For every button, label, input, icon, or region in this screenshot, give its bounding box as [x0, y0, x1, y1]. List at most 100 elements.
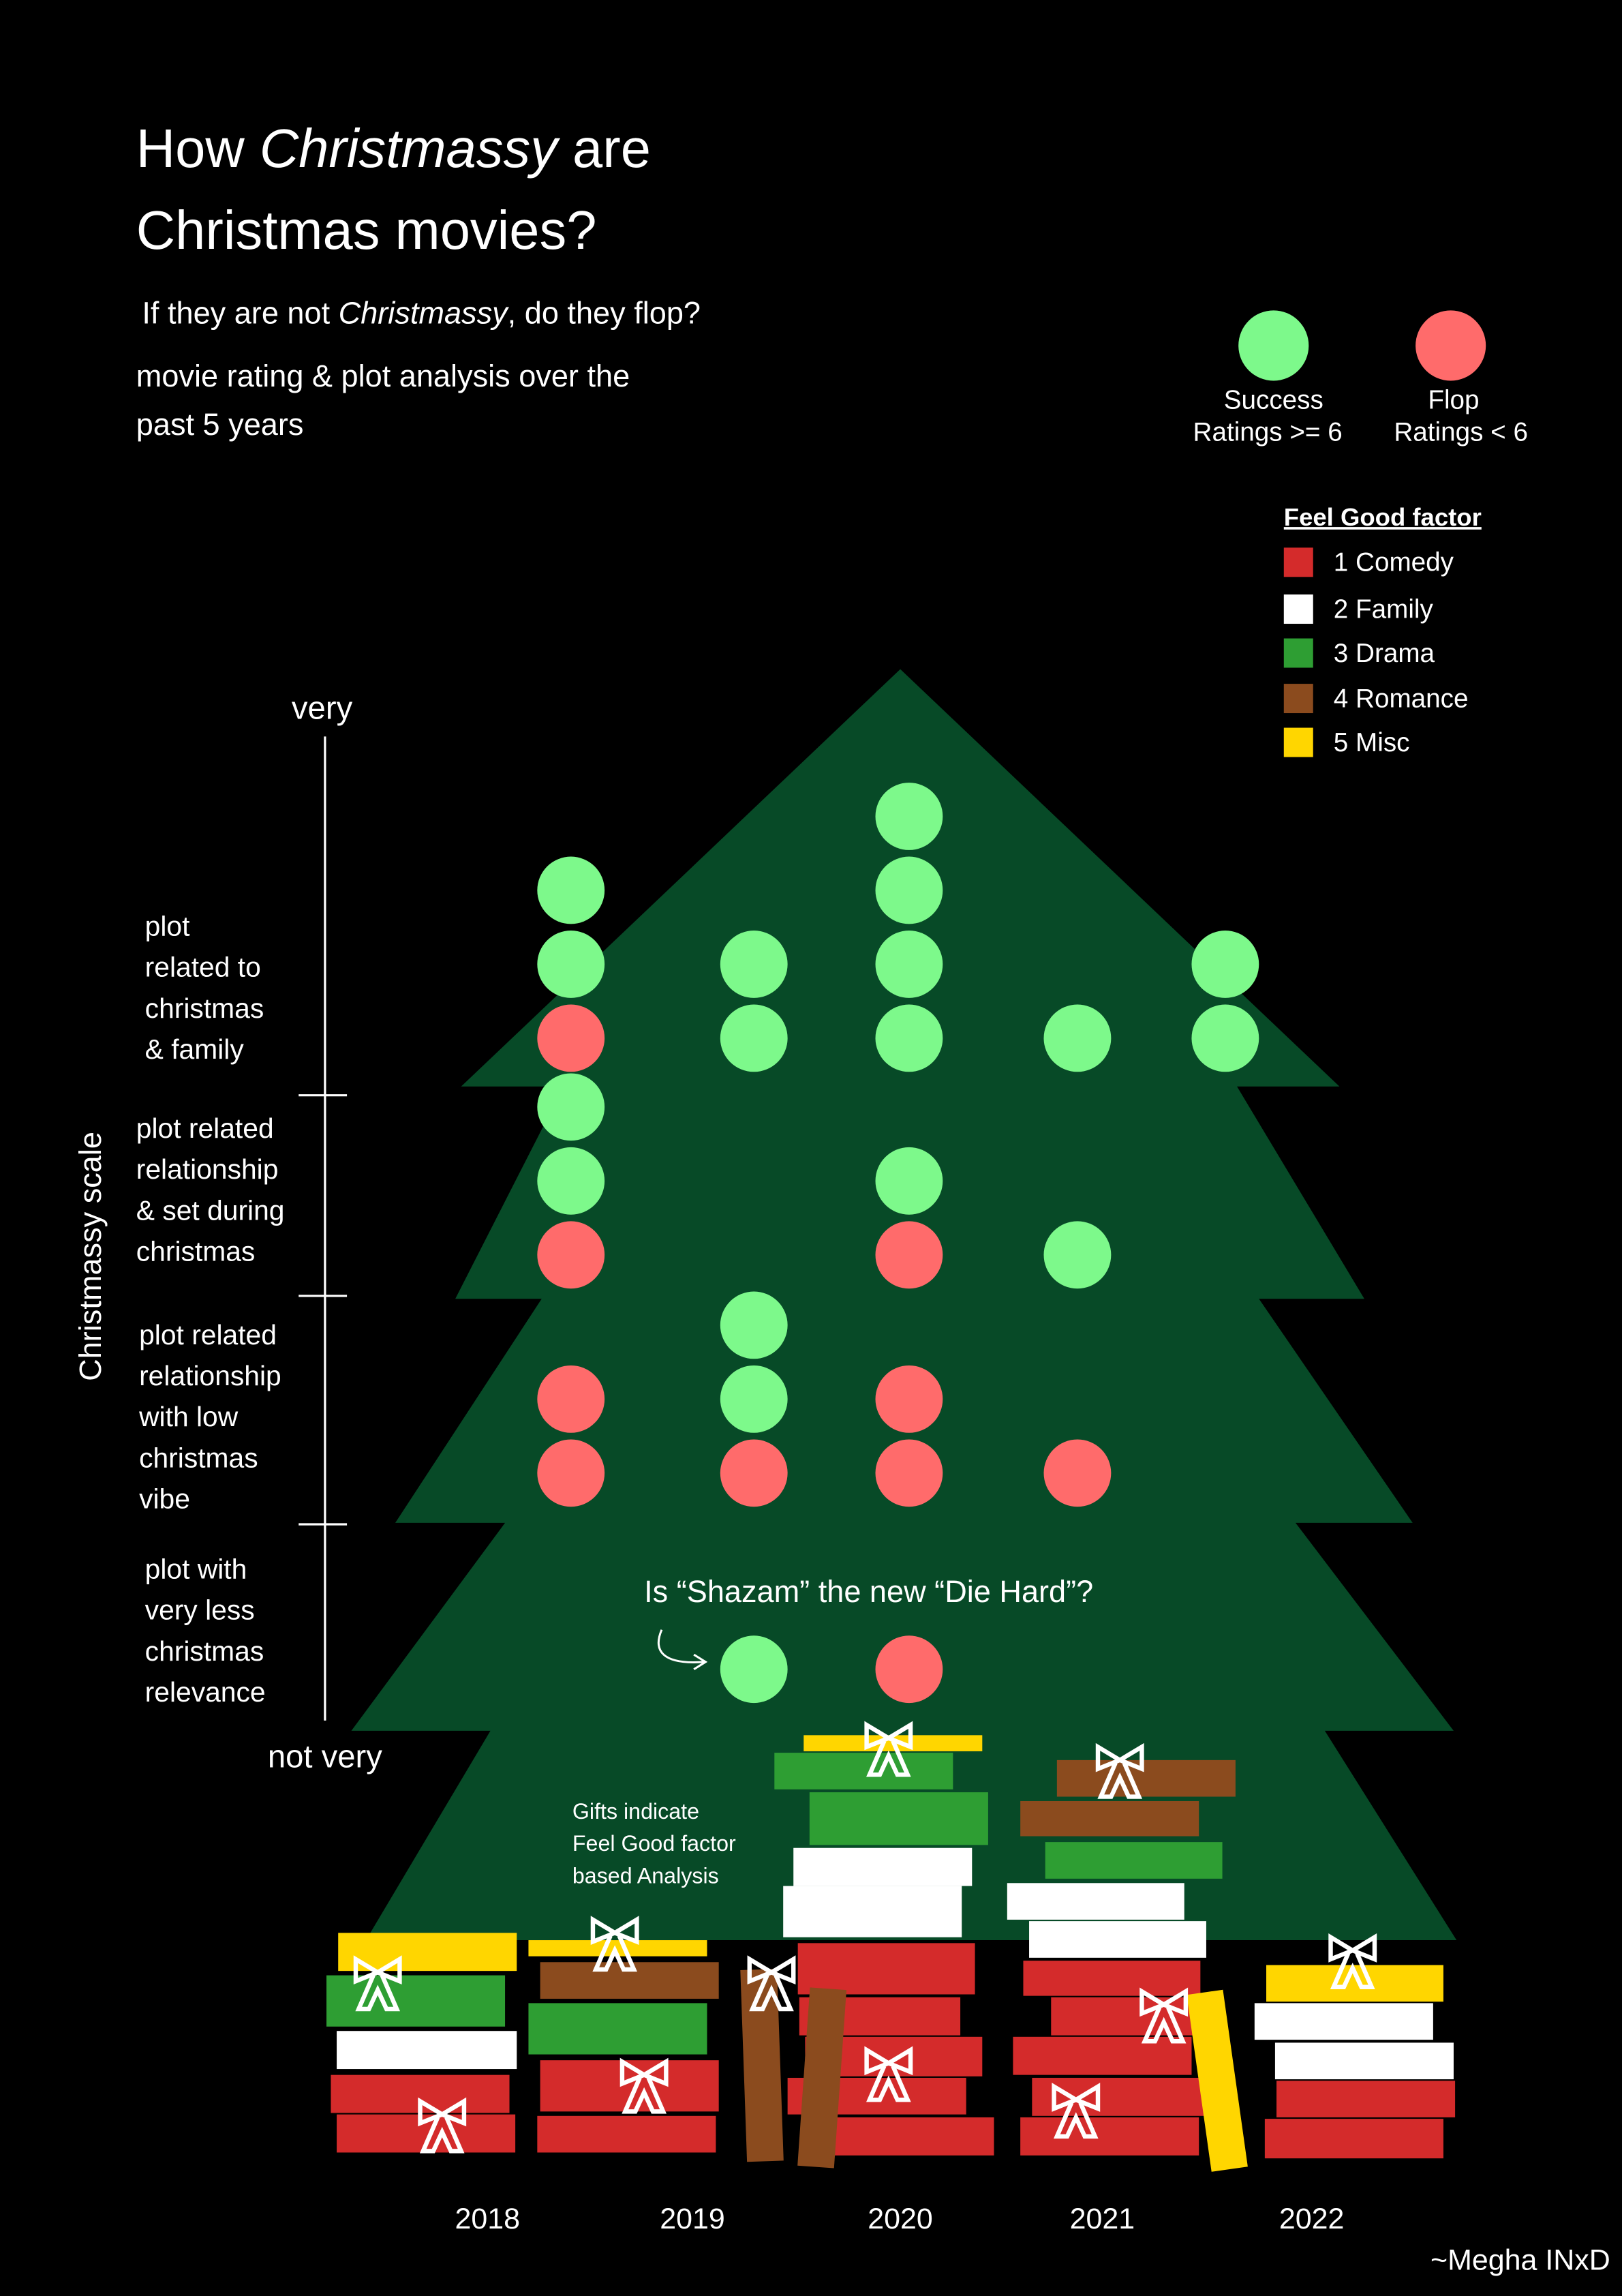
gift-box — [774, 1753, 953, 1789]
category-1-line: related to — [145, 952, 261, 983]
flop-dot — [537, 1221, 605, 1289]
gift-box — [797, 1943, 975, 1995]
category-2-line: christmas — [136, 1235, 256, 1267]
author-credit: ~Megha INxD — [1430, 2244, 1610, 2276]
year-label-2022: 2022 — [1279, 2203, 1345, 2235]
feel-good-legend: Feel Good factor 1 Comedy 2 Family 3 Dra… — [1283, 503, 1482, 757]
success-dot — [1043, 1221, 1112, 1289]
category-2-line: relationship — [136, 1153, 279, 1185]
legend-swatch-comedy — [1283, 547, 1313, 577]
flop-dot — [720, 1439, 788, 1507]
category-3-line: vibe — [139, 1483, 190, 1514]
gift-box — [1020, 2117, 1199, 2156]
movie-dots — [537, 783, 1259, 1704]
title-line-2: Christmas movies? — [136, 200, 597, 260]
category-labels: plot related to christmas & family plot … — [136, 911, 285, 1708]
gift-note-line-2: Feel Good factor — [572, 1831, 736, 1856]
legend-flop-label: Flop — [1428, 385, 1479, 414]
gift-box — [1045, 1842, 1223, 1879]
feel-good-title: Feel Good factor — [1284, 503, 1482, 531]
axis-top-label: very — [292, 691, 353, 727]
success-dot — [1191, 931, 1259, 998]
legend-flop-dot — [1416, 310, 1486, 381]
success-dot — [537, 856, 605, 924]
gift-box — [1007, 1883, 1184, 1920]
success-dot — [537, 1073, 605, 1141]
success-dot — [720, 1635, 788, 1704]
subtitle-post: , do they flop? — [508, 296, 701, 331]
legend-num-5: 5 — [1334, 728, 1349, 757]
category-3-line: christmas — [139, 1442, 258, 1473]
legend-label-family: Family — [1356, 594, 1433, 624]
y-axis-title: Christmassy scale — [73, 1132, 108, 1381]
category-4-line: plot with — [145, 1554, 247, 1585]
success-dot — [720, 1004, 788, 1072]
category-4-line: relevance — [145, 1676, 266, 1708]
category-1-line: & family — [145, 1033, 245, 1065]
legend-label-drama: Drama — [1356, 639, 1435, 668]
flop-dot — [875, 1635, 943, 1704]
success-dot — [720, 1365, 788, 1433]
success-dot — [720, 1291, 788, 1359]
gift-box — [1013, 2036, 1192, 2075]
gift-box — [1264, 2119, 1443, 2159]
axis-bottom-label: not very — [268, 1739, 382, 1775]
gift-note-line-1: Gifts indicate — [572, 1799, 699, 1824]
description-line-2: past 5 years — [136, 407, 304, 442]
legend-num-3: 3 — [1334, 639, 1349, 668]
gift-box — [1032, 2077, 1210, 2116]
flop-dot — [875, 1439, 943, 1507]
gift-box — [809, 1792, 988, 1845]
outcome-legend: Success Ratings >= 6 Flop Ratings < 6 — [1193, 310, 1528, 447]
legend-success-label: Success — [1224, 385, 1323, 414]
success-dot — [875, 856, 943, 924]
year-label-2020: 2020 — [868, 2203, 933, 2235]
title-post: are — [557, 118, 651, 179]
success-dot — [1191, 1004, 1259, 1072]
title-pre: How — [136, 118, 260, 179]
gift-box — [326, 1975, 506, 2027]
success-dot — [720, 931, 788, 998]
legend-swatch-family — [1283, 594, 1313, 624]
success-dot — [875, 1004, 943, 1072]
legend-num-2: 2 — [1334, 594, 1349, 624]
title-emphasis: Christmassy — [260, 118, 560, 179]
gift-stacks — [326, 1735, 1456, 2172]
gift-note-line-3: based Analysis — [572, 1863, 719, 1888]
gift-box — [1254, 2003, 1433, 2040]
description-line-1: movie rating & plot analysis over the — [136, 359, 630, 393]
gift-box — [1020, 1800, 1199, 1837]
legend-flop-rule: Ratings < 6 — [1394, 418, 1528, 447]
category-3-line: with low — [138, 1401, 239, 1432]
legend-swatch-romance — [1283, 684, 1313, 714]
legend-success-rule: Ratings >= 6 — [1193, 418, 1343, 447]
category-1-line: christmas — [145, 993, 264, 1024]
gift-box — [1187, 1989, 1248, 2172]
flop-dot — [537, 1004, 605, 1072]
success-dot — [875, 1147, 943, 1215]
legend-num-1: 1 — [1334, 548, 1349, 577]
legend-swatch-misc — [1283, 727, 1313, 757]
gift-box — [793, 1847, 973, 1886]
success-dot — [1043, 1004, 1112, 1072]
subtitle: If they are not Christmassy, do they flo… — [142, 296, 701, 331]
subtitle-pre: If they are not — [142, 296, 338, 331]
flop-dot — [537, 1365, 605, 1433]
gift-box — [528, 1940, 707, 1957]
gift-box — [783, 1886, 962, 1937]
legend-label-romance: Romance — [1356, 684, 1468, 713]
flop-dot — [537, 1439, 605, 1507]
category-3-line: relationship — [139, 1360, 281, 1391]
gift-box — [1029, 1921, 1206, 1958]
gift-box — [537, 2115, 716, 2153]
flop-dot — [875, 1365, 943, 1433]
gift-box — [1274, 2042, 1454, 2080]
christmas-tree — [351, 669, 1457, 1941]
category-1-line: plot — [145, 911, 190, 942]
category-3-line: plot related — [139, 1319, 277, 1350]
gift-box — [337, 2031, 517, 2070]
gift-box — [815, 2117, 994, 2156]
gift-box — [1023, 1961, 1201, 1996]
legend-num-4: 4 — [1334, 684, 1349, 713]
